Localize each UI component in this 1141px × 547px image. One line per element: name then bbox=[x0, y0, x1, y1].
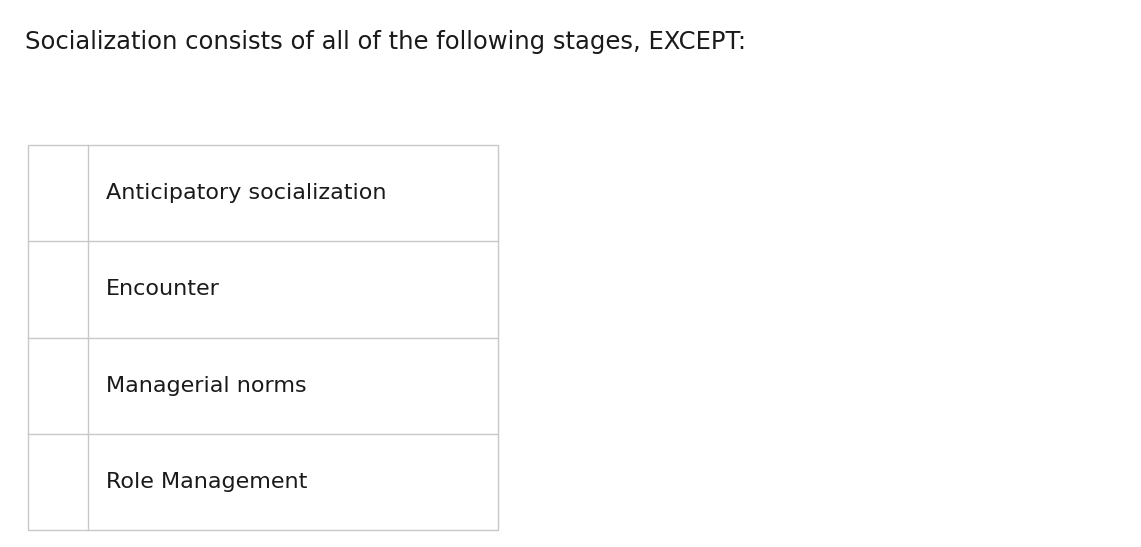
Text: Encounter: Encounter bbox=[106, 280, 220, 299]
Text: Socialization consists of all of the following stages, EXCEPT:: Socialization consists of all of the fol… bbox=[25, 30, 746, 54]
Bar bbox=[29, 145, 497, 530]
Text: Role Management: Role Management bbox=[106, 472, 307, 492]
Text: Managerial norms: Managerial norms bbox=[106, 376, 307, 395]
Text: Anticipatory socialization: Anticipatory socialization bbox=[106, 183, 387, 203]
